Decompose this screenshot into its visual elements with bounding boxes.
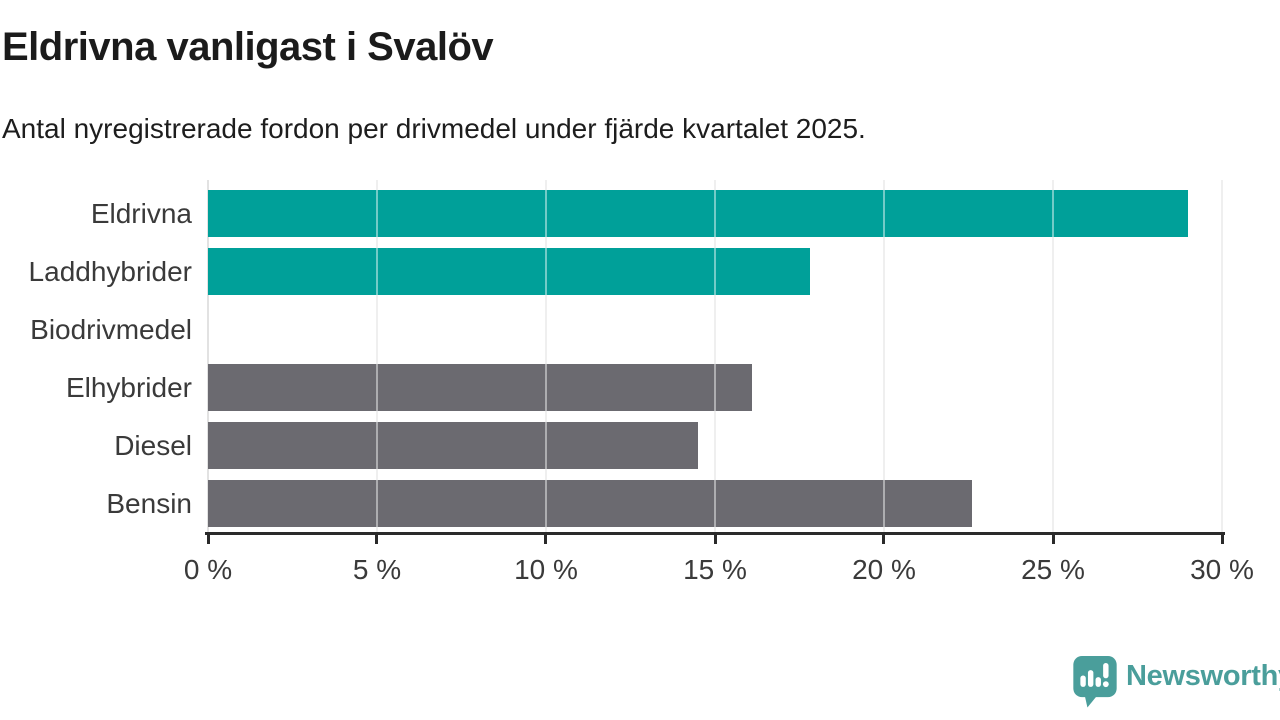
category-label: Eldrivna [90, 197, 192, 229]
gridline [882, 180, 885, 533]
gridline-overlay [1221, 180, 1223, 533]
x-axis-line [205, 532, 1225, 535]
x-tick [882, 535, 886, 544]
x-tick [206, 535, 210, 544]
x-tick-label: 20 % [852, 554, 916, 585]
x-tick [1220, 535, 1224, 544]
gridline-overlay [544, 180, 547, 533]
category-label: Laddhybrider [28, 255, 192, 287]
gridline-overlay [882, 180, 885, 533]
x-tick-label: 5 % [352, 554, 402, 585]
gridline [714, 180, 716, 533]
x-tick-label: 25 % [1021, 554, 1085, 585]
gridline [1052, 180, 1054, 533]
newsworthy-brand: Newsworthy [1073, 656, 1280, 708]
bar-chart-plot-area [207, 180, 1223, 533]
x-tick-label: 15 % [683, 554, 747, 585]
gridline [375, 180, 378, 533]
bar-laddhybrider [208, 248, 810, 296]
gridline-overlay [714, 180, 716, 533]
category-label: Biodrivmedel [30, 313, 192, 345]
bar-diesel [208, 422, 699, 470]
category-label: Elhybrider [65, 371, 192, 403]
x-tick [1051, 535, 1055, 544]
x-tick-label: 10 % [514, 554, 578, 585]
gridline-overlay [1052, 180, 1054, 533]
x-tick [375, 535, 379, 544]
gridline [207, 180, 209, 533]
category-label: Bensin [106, 487, 192, 519]
chart-subtitle: Antal nyregistrerade fordon per drivmede… [2, 113, 866, 144]
x-tick [544, 535, 548, 544]
x-tick-label: 30 % [1190, 554, 1254, 585]
chart-title: Eldrivna vanligast i Svalöv [2, 25, 494, 69]
x-tick-label: 0 % [183, 554, 233, 585]
gridline [544, 180, 547, 533]
bar-eldrivna [208, 190, 1189, 238]
x-tick [713, 535, 717, 544]
x-axis: 0 % 5 % 10 % 15 % 20 % 25 % 30 % [184, 533, 1254, 593]
bar-bensin [208, 480, 972, 528]
gridline [1221, 180, 1223, 533]
gridline-overlay [375, 180, 378, 533]
brand-name: Newsworthy [1126, 660, 1280, 692]
newsworthy-logo-icon [1073, 656, 1117, 708]
bar-elhybrider [208, 364, 753, 412]
category-label: Diesel [114, 429, 192, 461]
